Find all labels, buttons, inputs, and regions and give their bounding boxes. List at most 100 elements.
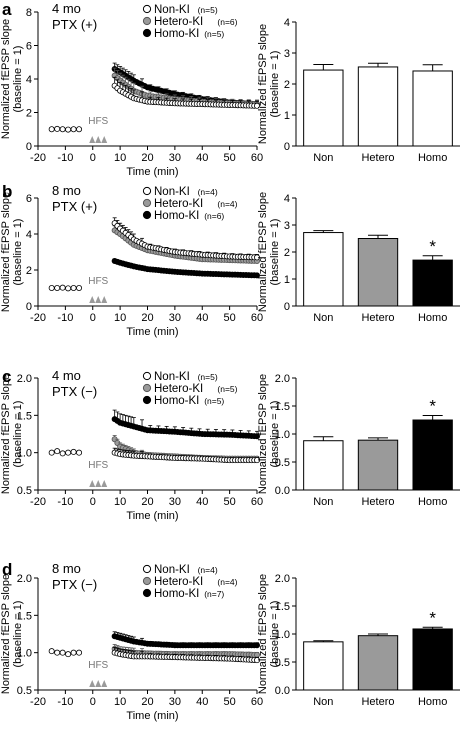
series-Non-KI <box>48 76 260 133</box>
hfs-arrow-icon <box>95 680 102 687</box>
bar-y-axis-label-unit: (baseline = 1) <box>269 51 281 118</box>
bar-category-label: Hetero <box>361 496 394 508</box>
x-tick-label: 50 <box>224 312 236 324</box>
x-tick-label: -10 <box>57 496 73 508</box>
legend-n: (n=7) <box>204 589 224 599</box>
panel-condition: PTX (+) <box>52 17 97 32</box>
bar-y-tick-label: 1.5 <box>275 401 290 413</box>
x-tick-label: 20 <box>141 312 153 324</box>
hfs-arrow-icon <box>89 480 96 487</box>
x-tick-label: -20 <box>30 152 46 164</box>
y-tick-label: 1.5 <box>17 410 32 422</box>
legend-marker <box>142 588 152 598</box>
x-axis-label: Time (min) <box>126 510 178 522</box>
legend-marker <box>142 576 152 586</box>
bar-y-axis-label: Normalized fEPSP slope <box>257 192 269 312</box>
bar <box>412 70 453 147</box>
bar <box>412 419 453 491</box>
legend-n: (n=5) <box>204 29 224 39</box>
significance-star: * <box>429 397 436 416</box>
y-axis-label-unit: (baseline = 1) <box>12 401 24 468</box>
legend-n: (n=6) <box>217 17 237 27</box>
bar-category-label: Homo <box>418 696 447 708</box>
bar-y-tick-label: 2.0 <box>275 573 290 585</box>
hfs-label: HFS <box>88 460 108 471</box>
baseline-point <box>59 450 66 457</box>
legend-label: Homo-KI <box>154 28 199 40</box>
series-Non-KI <box>48 217 260 292</box>
baseline-point <box>54 284 61 291</box>
x-tick-label: 30 <box>169 696 181 708</box>
x-tick-label: 20 <box>141 696 153 708</box>
bar-category-label: Non <box>313 496 333 508</box>
y-axis-label-unit: (baseline = 1) <box>12 601 24 668</box>
bar <box>412 628 453 691</box>
bar-category-label: Homo <box>418 152 447 164</box>
hfs-arrow-icon <box>95 480 102 487</box>
baseline-point <box>59 284 66 291</box>
hfs-arrow-icon <box>101 480 108 487</box>
bar-category-label: Homo <box>418 496 447 508</box>
y-tick-label: 8 <box>26 7 32 19</box>
y-axis-label: Normalized fEPSP slope <box>0 192 12 312</box>
legend-marker <box>142 395 152 405</box>
x-tick-label: 50 <box>224 152 236 164</box>
panel-condition: PTX (−) <box>52 384 97 399</box>
x-tick-label: 50 <box>224 496 236 508</box>
x-tick-label: 60 <box>251 696 263 708</box>
bar-category-label: Hetero <box>361 312 394 324</box>
x-axis-label: Time (min) <box>126 710 178 722</box>
y-tick-label: 4 <box>26 74 32 86</box>
baseline-point <box>59 649 66 656</box>
legend-label: Non-KI <box>154 4 190 16</box>
data-point <box>253 272 260 279</box>
bar <box>412 259 453 307</box>
bar-y-tick-label: 1.0 <box>275 629 290 641</box>
bar-y-tick-label: 3 <box>284 220 290 232</box>
y-tick-label: 0.5 <box>17 685 32 697</box>
baseline-point <box>70 284 77 291</box>
legend-marker <box>142 210 152 220</box>
y-tick-label: 0 <box>26 301 32 313</box>
panel-condition: PTX (−) <box>52 577 97 592</box>
legend-marker <box>142 4 152 14</box>
legend-label: Hetero-KI <box>154 198 203 210</box>
baseline-point <box>70 126 77 133</box>
bar <box>357 635 399 691</box>
baseline-point <box>65 651 72 658</box>
legend-label: Homo-KI <box>154 395 199 407</box>
legend-n: (n=5) <box>204 396 224 406</box>
bar-y-tick-label: 4 <box>284 193 290 205</box>
legend-n: (n=6) <box>204 211 224 221</box>
panel-condition: PTX (+) <box>52 199 97 214</box>
x-tick-label: 60 <box>251 496 263 508</box>
legend-label: Homo-KI <box>154 210 199 222</box>
legend-label: Hetero-KI <box>154 576 203 588</box>
x-tick-label: 0 <box>90 312 96 324</box>
y-tick-label: 0.5 <box>17 485 32 497</box>
bar-y-tick-label: 2 <box>284 247 290 259</box>
legend-n: (n=5) <box>217 384 237 394</box>
panel-label: c <box>2 367 11 386</box>
legend-n: (n=4) <box>217 577 237 587</box>
legend-marker <box>142 186 152 196</box>
baseline-point <box>48 648 55 655</box>
data-point <box>253 433 260 440</box>
panel-label: a <box>2 0 12 19</box>
legend-n: (n=4) <box>217 199 237 209</box>
y-tick-label: 2.0 <box>17 573 32 585</box>
bar-category-label: Non <box>313 152 333 164</box>
bar-y-tick-label: 1.0 <box>275 429 290 441</box>
y-tick-label: 1.0 <box>17 648 32 660</box>
x-tick-label: -10 <box>57 312 73 324</box>
y-tick-label: 2 <box>26 265 32 277</box>
y-axis-label: Normalized fEPSP slope <box>0 574 12 694</box>
x-tick-label: 0 <box>90 496 96 508</box>
data-point <box>253 102 260 109</box>
bar <box>357 66 399 147</box>
hfs-arrow-icon <box>95 296 102 303</box>
y-tick-label: 4 <box>26 229 32 241</box>
legend-marker <box>142 28 152 38</box>
